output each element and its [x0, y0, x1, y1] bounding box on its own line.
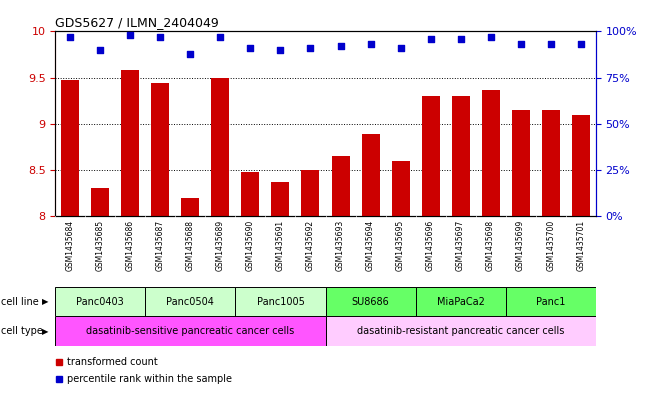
Text: Panc1005: Panc1005	[256, 297, 305, 307]
Bar	[326, 287, 415, 316]
Text: cell type: cell type	[1, 326, 42, 336]
Text: dasatinib-resistant pancreatic cancer cells: dasatinib-resistant pancreatic cancer ce…	[357, 326, 564, 336]
Text: ▶: ▶	[42, 327, 49, 336]
Text: GSM1435691: GSM1435691	[276, 220, 285, 271]
Bar	[506, 287, 596, 316]
Point	[486, 34, 496, 40]
Text: GSM1435695: GSM1435695	[396, 220, 405, 271]
Bar	[415, 287, 506, 316]
Point	[575, 41, 586, 48]
Bar	[512, 110, 530, 216]
Point	[95, 47, 105, 53]
Text: MiaPaCa2: MiaPaCa2	[437, 297, 484, 307]
Text: GSM1435686: GSM1435686	[126, 220, 135, 271]
Text: Panc0403: Panc0403	[76, 297, 124, 307]
Bar	[236, 287, 326, 316]
Bar	[361, 134, 380, 216]
Point	[395, 45, 406, 51]
Bar	[145, 287, 236, 316]
Bar	[572, 115, 590, 216]
Bar	[61, 81, 79, 216]
Bar	[422, 96, 439, 216]
Bar	[482, 90, 499, 216]
Text: GSM1435696: GSM1435696	[426, 220, 435, 271]
Bar	[331, 156, 350, 216]
Point	[245, 45, 256, 51]
Text: GDS5627 / ILMN_2404049: GDS5627 / ILMN_2404049	[55, 16, 219, 29]
Point	[365, 41, 376, 48]
Bar	[271, 182, 290, 216]
Text: Panc0504: Panc0504	[167, 297, 214, 307]
Text: GSM1435697: GSM1435697	[456, 220, 465, 271]
Text: GSM1435685: GSM1435685	[96, 220, 105, 271]
Point	[425, 36, 436, 42]
Bar	[182, 198, 199, 216]
Bar	[452, 96, 469, 216]
Point	[516, 41, 526, 48]
Bar	[391, 161, 409, 216]
Point	[65, 34, 76, 40]
Text: GSM1435694: GSM1435694	[366, 220, 375, 271]
Bar	[326, 316, 596, 346]
Text: SU8686: SU8686	[352, 297, 389, 307]
Point	[335, 43, 346, 50]
Bar	[542, 110, 560, 216]
Bar	[152, 83, 169, 216]
Text: Panc1: Panc1	[536, 297, 565, 307]
Bar	[212, 77, 229, 216]
Text: GSM1435701: GSM1435701	[576, 220, 585, 271]
Text: percentile rank within the sample: percentile rank within the sample	[66, 374, 232, 384]
Bar	[91, 188, 109, 216]
Text: cell line: cell line	[1, 297, 38, 307]
Text: GSM1435690: GSM1435690	[246, 220, 255, 271]
Text: transformed count: transformed count	[66, 356, 158, 367]
Text: GSM1435693: GSM1435693	[336, 220, 345, 271]
Point	[215, 34, 226, 40]
Bar	[55, 316, 325, 346]
Bar	[55, 287, 145, 316]
Text: GSM1435698: GSM1435698	[486, 220, 495, 271]
Text: GSM1435684: GSM1435684	[66, 220, 75, 271]
Bar	[242, 172, 260, 216]
Text: ▶: ▶	[42, 297, 49, 306]
Point	[546, 41, 556, 48]
Text: GSM1435688: GSM1435688	[186, 220, 195, 271]
Point	[275, 47, 286, 53]
Text: GSM1435699: GSM1435699	[516, 220, 525, 271]
Text: dasatinib-sensitive pancreatic cancer cells: dasatinib-sensitive pancreatic cancer ce…	[87, 326, 294, 336]
Point	[305, 45, 316, 51]
Text: GSM1435689: GSM1435689	[216, 220, 225, 271]
Point	[186, 50, 196, 57]
Text: GSM1435692: GSM1435692	[306, 220, 315, 271]
Point	[155, 34, 165, 40]
Text: GSM1435687: GSM1435687	[156, 220, 165, 271]
Bar	[301, 170, 320, 216]
Point	[456, 36, 466, 42]
Bar	[121, 70, 139, 216]
Text: GSM1435700: GSM1435700	[546, 220, 555, 271]
Point	[125, 32, 135, 38]
